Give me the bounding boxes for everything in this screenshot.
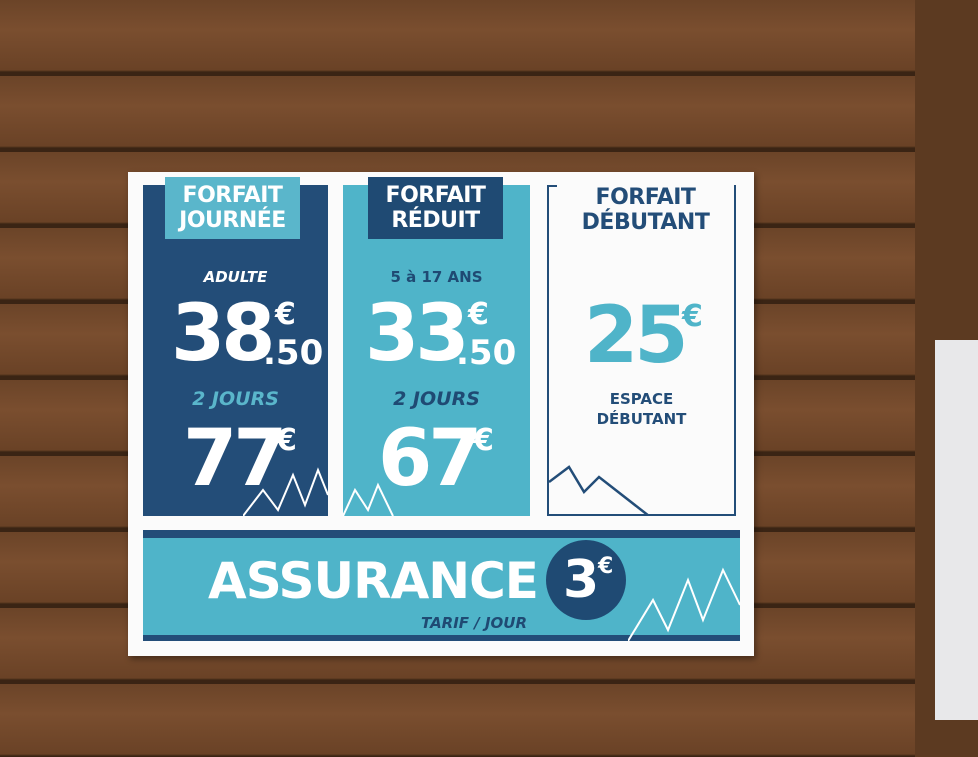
audience: ADULTE (143, 268, 328, 286)
title-line: FORFAIT (372, 183, 499, 208)
price: 33 (365, 295, 466, 373)
title-line: RÉDUIT (372, 208, 499, 233)
insurance-bar: ASSURANCE TARIF / JOUR 3 € (143, 530, 740, 641)
note-line: ESPACE (549, 389, 734, 409)
currency: € (682, 299, 703, 334)
title-line: DÉBUTANT (561, 210, 730, 235)
note-line: DÉBUTANT (549, 409, 734, 429)
insurance-price: 3 (563, 550, 599, 610)
price: 38 (171, 295, 272, 373)
currency: € (598, 554, 613, 579)
note: ESPACE DÉBUTANT (549, 389, 734, 429)
sign: FORFAIT JOURNÉE ADULTE 38 € .50 2 JOURS … (128, 172, 754, 656)
panel-title: FORFAIT RÉDUIT (368, 177, 503, 239)
title-line: JOURNÉE (169, 208, 296, 233)
panel-beginner: FORFAIT DÉBUTANT 25 € ESPACE DÉBUTANT (547, 185, 736, 516)
days-label: 2 JOURS (143, 388, 328, 410)
panel-reduced: FORFAIT RÉDUIT 5 à 17 ANS 33 € .50 2 JOU… (343, 185, 530, 516)
mountains (549, 452, 659, 516)
insurance-note: TARIF / JOUR (421, 614, 527, 632)
cents: .50 (263, 333, 323, 373)
title-line: FORFAIT (561, 185, 730, 210)
panel-title: FORFAIT DÉBUTANT (557, 179, 734, 241)
title-line: FORFAIT (169, 183, 296, 208)
audience: 5 à 17 ANS (343, 268, 530, 286)
cents: .50 (456, 333, 516, 373)
currency: € (468, 297, 489, 332)
price: 25 (584, 297, 685, 375)
scene: FORFAIT JOURNÉE ADULTE 38 € .50 2 JOURS … (0, 0, 978, 757)
days-label: 2 JOURS (343, 388, 530, 410)
price-main: 38 (171, 289, 272, 379)
currency: € (276, 423, 297, 458)
mountains (343, 480, 403, 516)
currency: € (275, 297, 296, 332)
mountains (243, 465, 328, 516)
panel-day: FORFAIT JOURNÉE ADULTE 38 € .50 2 JOURS … (143, 185, 328, 516)
snow (935, 340, 978, 720)
currency: € (473, 423, 494, 458)
insurance-title: ASSURANCE (208, 552, 538, 610)
panel-title: FORFAIT JOURNÉE (165, 177, 300, 239)
mountains (628, 560, 740, 641)
